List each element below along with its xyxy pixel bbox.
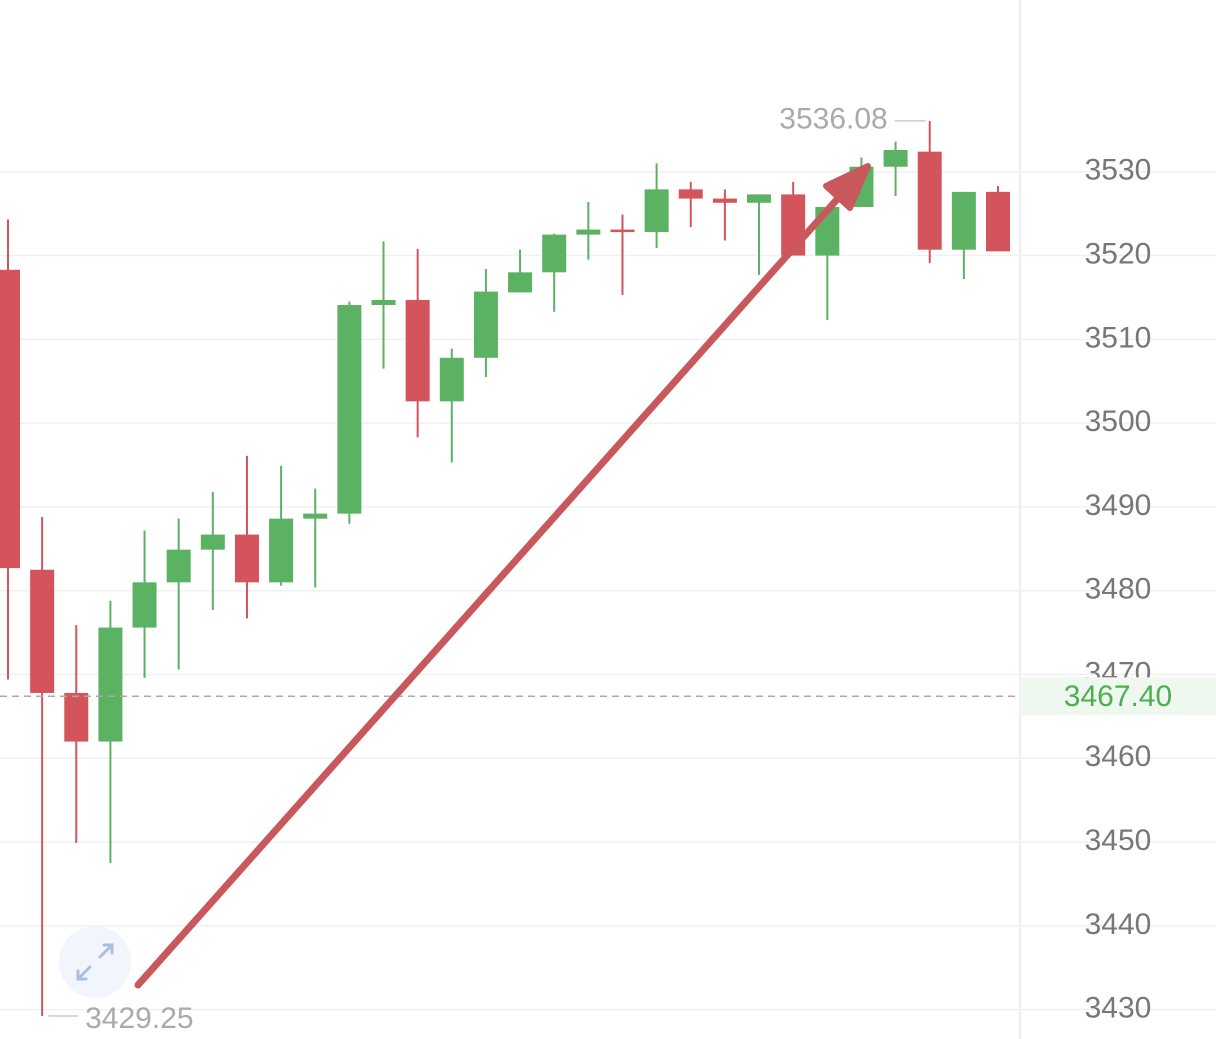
candle-body (610, 229, 635, 233)
candle-body (200, 534, 225, 550)
candle-body (644, 189, 669, 233)
last-price-label: 3467.40 (1064, 680, 1172, 713)
candle-body (303, 513, 328, 519)
arrow-head (823, 163, 871, 211)
y-tick-label: 3430 (1085, 992, 1152, 1025)
candle-body (30, 569, 55, 693)
expand-button[interactable] (59, 926, 131, 998)
candle-body (234, 534, 259, 583)
candle-body (269, 518, 294, 583)
candle-body (678, 189, 703, 199)
candle-body (439, 357, 464, 402)
candle-body (883, 149, 908, 167)
candle-body (98, 627, 123, 742)
y-tick-label: 3510 (1085, 321, 1152, 354)
candle-body (986, 191, 1010, 252)
last-price-tag (1020, 677, 1216, 716)
arrow-shaft (134, 192, 844, 989)
candle-body (405, 299, 430, 402)
candle-body (0, 269, 20, 569)
candle-body (917, 151, 942, 250)
grid: 3430344034503460347034803490350035103520… (0, 154, 1216, 1025)
y-tick-label: 3500 (1085, 405, 1152, 438)
high-label: 3536.08 (779, 103, 887, 136)
candle-body (542, 234, 567, 273)
candle-body (64, 692, 89, 742)
expand-icon[interactable] (76, 943, 114, 981)
expand-bg[interactable] (59, 926, 131, 998)
y-tick-label: 3440 (1085, 908, 1152, 941)
candle-body (337, 304, 362, 514)
candle-body (166, 549, 191, 583)
candle-body (508, 272, 533, 293)
y-tick-label: 3450 (1085, 824, 1152, 857)
y-tick-label: 3490 (1085, 489, 1152, 522)
y-tick-label: 3530 (1085, 154, 1152, 187)
candle-body (712, 198, 737, 203)
trend-arrow (134, 163, 871, 989)
low-label: 3429.25 (85, 1002, 193, 1035)
candle-body (576, 229, 601, 235)
candle-body (951, 191, 976, 250)
candle-body (747, 194, 772, 203)
candle-body (371, 299, 396, 305)
candle-body (132, 582, 157, 628)
overlay: 3536.08 3429.25 3467.40 (0, 103, 1216, 1035)
y-tick-label: 3520 (1085, 237, 1152, 270)
y-tick-label: 3480 (1085, 573, 1152, 606)
candle-body (473, 291, 498, 358)
y-tick-label: 3460 (1085, 740, 1152, 773)
